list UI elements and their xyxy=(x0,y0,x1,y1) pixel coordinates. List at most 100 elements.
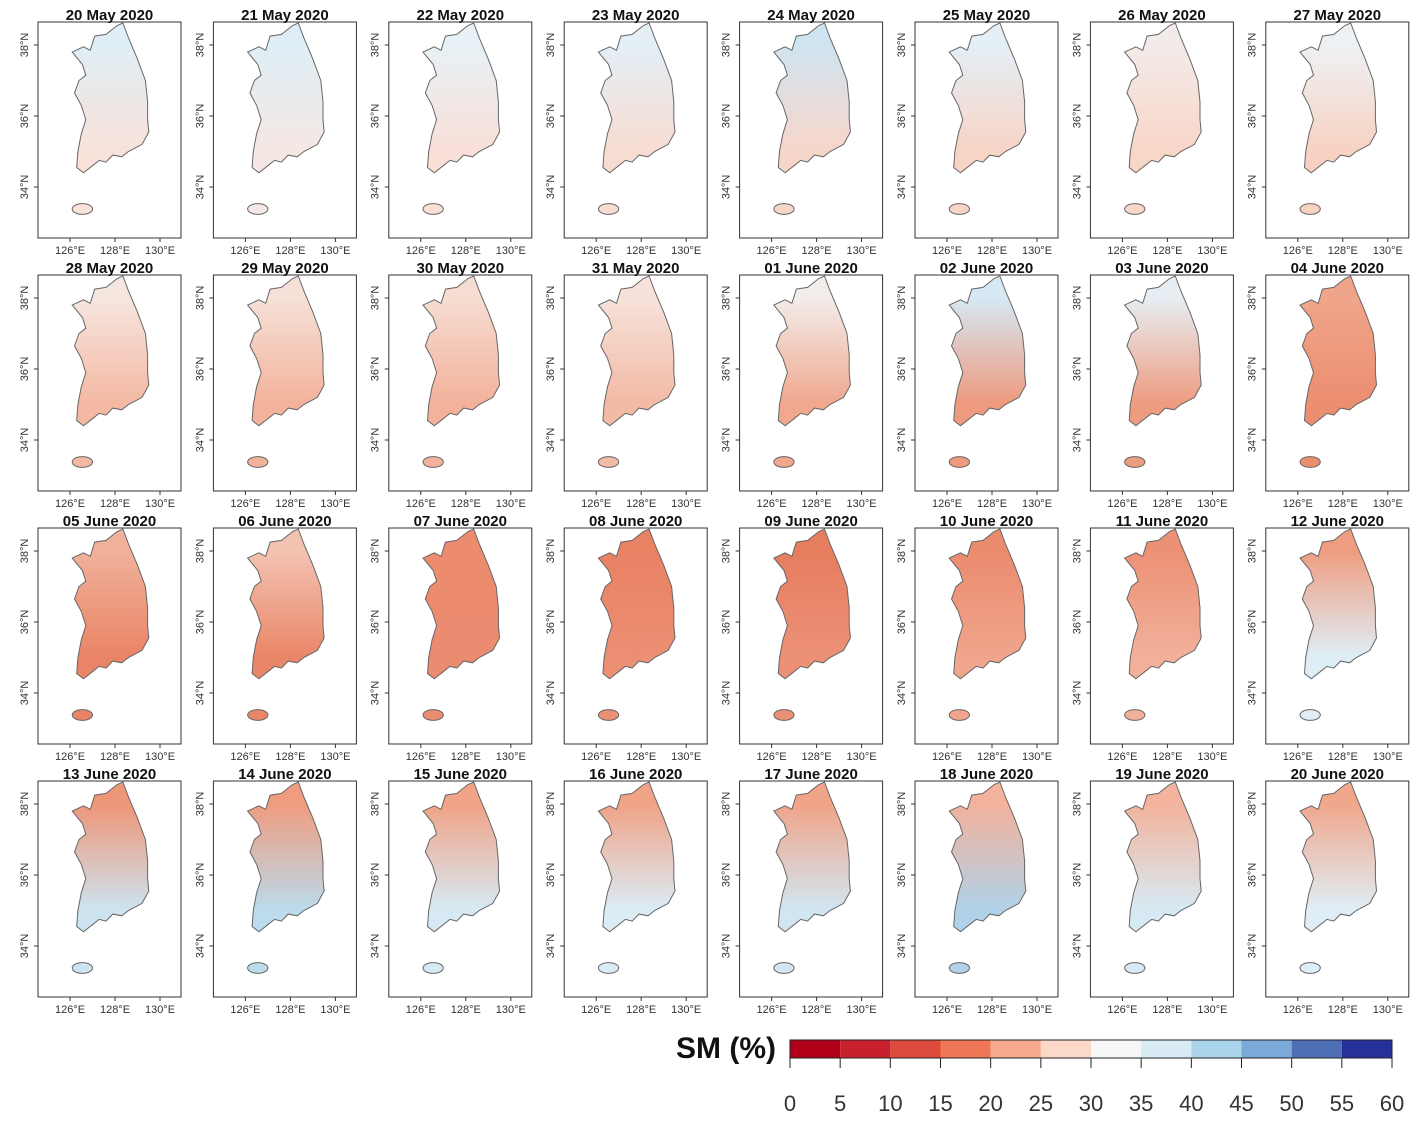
y-tick-label: 36°N xyxy=(1071,610,1083,635)
x-tick-label: 126°E xyxy=(1107,498,1137,510)
map-island xyxy=(71,962,93,974)
x-tick-label: 126°E xyxy=(1283,751,1313,763)
y-tick-label: 34°N xyxy=(194,175,206,200)
x-tick-label: 130°E xyxy=(320,751,350,763)
panel-title: 20 June 2020 xyxy=(1291,766,1384,783)
panel-title: 21 May 2020 xyxy=(241,7,329,24)
y-tick-label: 38°N xyxy=(194,286,206,311)
x-tick-label: 130°E xyxy=(1373,245,1403,257)
y-tick-label: 36°N xyxy=(1247,357,1259,382)
map-region xyxy=(71,275,150,427)
map-region xyxy=(246,275,325,427)
map-island xyxy=(1124,203,1146,215)
panel-title: 26 May 2020 xyxy=(1118,7,1206,24)
x-tick-label: 128°E xyxy=(1152,751,1182,763)
map-region xyxy=(1299,22,1378,174)
colorbar-segment xyxy=(940,1040,991,1058)
map-island xyxy=(71,709,93,721)
colorbar-segment xyxy=(790,1040,841,1058)
y-tick-label: 34°N xyxy=(1071,175,1083,200)
map-island xyxy=(422,203,444,215)
y-tick-label: 34°N xyxy=(370,934,382,959)
x-tick-label: 130°E xyxy=(847,245,877,257)
colorbar-segment xyxy=(1191,1040,1242,1058)
panel-title: 30 May 2020 xyxy=(417,260,505,277)
x-tick-label: 126°E xyxy=(55,751,85,763)
panel-title: 10 June 2020 xyxy=(940,513,1033,530)
panel-title: 31 May 2020 xyxy=(592,260,680,277)
x-tick-label: 130°E xyxy=(1373,1004,1403,1016)
panel-title: 14 June 2020 xyxy=(238,766,331,783)
x-tick-label: 126°E xyxy=(1283,498,1313,510)
colorbar-tick-label: 20 xyxy=(978,1091,1002,1116)
y-tick-label: 36°N xyxy=(1071,357,1083,382)
colorbar-title: SM (%) xyxy=(676,1032,776,1065)
x-tick-label: 126°E xyxy=(932,245,962,257)
map-region xyxy=(422,275,501,427)
x-tick-label: 128°E xyxy=(626,751,656,763)
x-tick-label: 126°E xyxy=(1283,1004,1313,1016)
panel-title: 13 June 2020 xyxy=(63,766,156,783)
x-tick-label: 126°E xyxy=(1283,245,1313,257)
map-island xyxy=(948,962,970,974)
y-tick-label: 36°N xyxy=(194,610,206,635)
panel-title: 16 June 2020 xyxy=(589,766,682,783)
x-tick-label: 128°E xyxy=(626,1004,656,1016)
y-tick-label: 34°N xyxy=(721,428,733,453)
y-tick-label: 34°N xyxy=(896,934,908,959)
map-region xyxy=(422,528,501,680)
y-tick-label: 36°N xyxy=(194,357,206,382)
y-tick-label: 34°N xyxy=(194,934,206,959)
y-tick-label: 34°N xyxy=(1071,681,1083,706)
y-tick-label: 34°N xyxy=(896,428,908,453)
y-tick-label: 34°N xyxy=(1071,934,1083,959)
panel-title: 07 June 2020 xyxy=(414,513,507,530)
x-tick-label: 128°E xyxy=(977,1004,1007,1016)
map-island xyxy=(1299,203,1321,215)
y-tick-label: 38°N xyxy=(545,33,557,58)
x-tick-label: 128°E xyxy=(275,751,305,763)
x-tick-label: 130°E xyxy=(1197,1004,1227,1016)
map-region xyxy=(597,781,676,933)
colorbar-segment xyxy=(840,1040,891,1058)
map-region xyxy=(597,528,676,680)
x-tick-label: 126°E xyxy=(1107,245,1137,257)
x-tick-label: 126°E xyxy=(406,245,436,257)
panel-title: 25 May 2020 xyxy=(943,7,1031,24)
y-tick-label: 34°N xyxy=(1247,175,1259,200)
y-tick-label: 38°N xyxy=(721,539,733,564)
map-island xyxy=(773,203,795,215)
x-tick-label: 130°E xyxy=(671,245,701,257)
y-tick-label: 34°N xyxy=(194,681,206,706)
x-tick-label: 130°E xyxy=(1373,498,1403,510)
colorbar-tick-label: 60 xyxy=(1380,1091,1404,1116)
y-tick-label: 38°N xyxy=(194,792,206,817)
map-region xyxy=(71,22,150,174)
map-region xyxy=(1299,781,1378,933)
x-tick-label: 130°E xyxy=(1022,245,1052,257)
panel-title: 12 June 2020 xyxy=(1291,513,1384,530)
y-tick-label: 36°N xyxy=(896,863,908,888)
x-tick-label: 128°E xyxy=(451,245,481,257)
map-region xyxy=(422,22,501,174)
panel-title: 17 June 2020 xyxy=(764,766,857,783)
y-tick-label: 36°N xyxy=(721,104,733,129)
panel-title: 22 May 2020 xyxy=(417,7,505,24)
colorbar-segment xyxy=(1040,1040,1091,1058)
map-island xyxy=(1299,456,1321,468)
colorbar-segment xyxy=(1291,1040,1342,1058)
x-tick-label: 126°E xyxy=(55,498,85,510)
y-tick-label: 36°N xyxy=(19,610,31,635)
y-tick-label: 38°N xyxy=(721,792,733,817)
y-tick-label: 38°N xyxy=(370,286,382,311)
map-region xyxy=(71,528,150,680)
y-tick-label: 34°N xyxy=(896,681,908,706)
panel-title: 24 May 2020 xyxy=(767,7,855,24)
x-tick-label: 128°E xyxy=(275,245,305,257)
x-tick-label: 126°E xyxy=(230,498,260,510)
map-island xyxy=(597,709,620,721)
x-tick-label: 128°E xyxy=(100,498,130,510)
panel-title: 27 May 2020 xyxy=(1294,7,1382,24)
y-tick-label: 36°N xyxy=(370,104,382,129)
